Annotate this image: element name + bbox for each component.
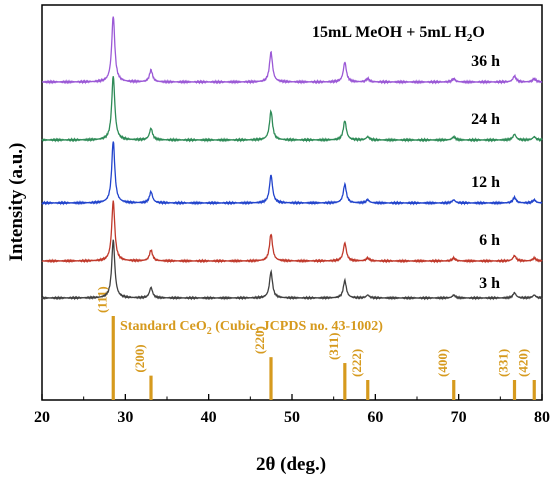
reference-label: Standard CeO2 (Cubic, JCPDS no. 43-1002): [120, 319, 383, 337]
series-line: [41, 76, 543, 143]
series-label: 24 h: [471, 111, 500, 128]
condition-annotation: 15mL MeOH + 5mL H2O: [312, 24, 485, 44]
reference-hkl-label: (222): [349, 349, 364, 377]
reference-hkl-label: (400): [435, 349, 450, 377]
reference-line: [111, 316, 115, 400]
reference-pattern: (111) (200) (220) (311) (222) (400) (331) (420): [94, 286, 536, 400]
reference-hkl-label: (331): [496, 349, 511, 377]
series-line: [41, 239, 543, 301]
x-tick-label: 30: [117, 409, 133, 426]
reference-hkl-label: (111): [94, 286, 109, 313]
reference-hkl-label: (200): [132, 344, 147, 372]
reference-line: [269, 357, 273, 400]
reference-line: [512, 380, 517, 400]
x-tick-label: 70: [451, 409, 467, 426]
reference-hkl-label: (311): [326, 333, 341, 360]
x-tick-label: 40: [201, 409, 217, 426]
x-axis-label: 2θ (deg.): [256, 454, 326, 475]
series-group: 36 h 24 h 12 h 6 h 3 h: [41, 16, 543, 301]
x-tick-label: 60: [367, 409, 383, 426]
x-tick-label: 80: [534, 409, 550, 426]
series-label: 3 h: [479, 275, 500, 292]
reference-hkl-label: (420): [515, 349, 530, 377]
series-label: 36 h: [471, 53, 500, 70]
reference-line: [366, 380, 370, 400]
series-label: 12 h: [471, 174, 500, 191]
reference-line: [149, 375, 153, 400]
reference-line: [343, 363, 347, 400]
y-axis-label: Intensity (a.u.): [6, 143, 27, 262]
x-tick-label: 50: [284, 409, 300, 426]
reference-hkl-label: (220): [252, 326, 267, 354]
series-line: [41, 16, 543, 85]
series-line: [41, 200, 543, 264]
reference-line: [532, 380, 536, 400]
reference-line: [452, 380, 456, 400]
x-axis: 20 30 40 50 60 70 80: [34, 394, 550, 426]
series-line: [41, 141, 543, 206]
series-label: 6 h: [479, 232, 500, 249]
x-tick-label: 20: [34, 409, 50, 426]
